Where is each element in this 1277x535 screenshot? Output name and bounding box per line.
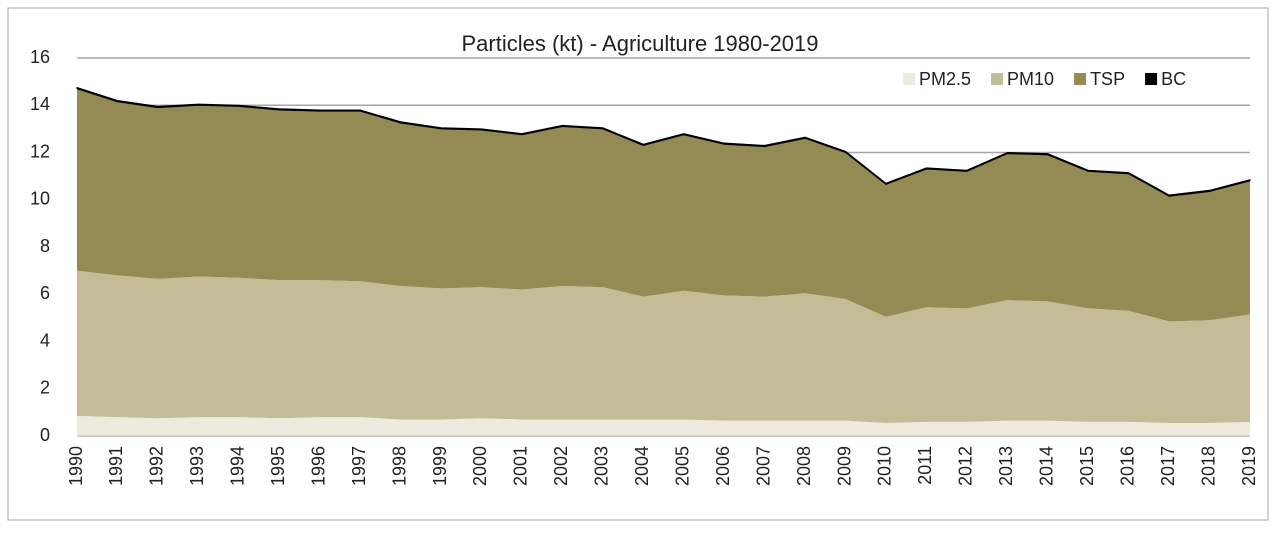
y-tick-label: 6 (40, 283, 50, 303)
area (77, 88, 1250, 322)
x-tick-label: 1993 (187, 446, 207, 486)
x-tick-label: 2005 (672, 446, 692, 486)
chart-title: Particles (kt) - Agriculture 1980-2019 (461, 31, 818, 56)
x-tick-label: 2017 (1158, 446, 1178, 486)
x-tick-label: 1999 (430, 446, 450, 486)
x-tick-label: 1997 (349, 446, 369, 486)
x-tick-label: 2008 (794, 446, 814, 486)
x-tick-label: 2019 (1239, 446, 1259, 486)
x-tick-label: 2002 (551, 446, 571, 486)
x-tick-label: 2016 (1117, 446, 1137, 486)
y-tick-label: 0 (40, 425, 50, 445)
x-tick-label: 1990 (66, 446, 86, 486)
x-tick-label: 1994 (228, 446, 248, 486)
legend-label: BC (1161, 69, 1186, 89)
x-tick-label: 1992 (147, 446, 167, 486)
x-tick-label: 2003 (592, 446, 612, 486)
x-tick-label: 2018 (1198, 446, 1218, 486)
legend-swatch (991, 73, 1004, 85)
x-tick-label: 2011 (915, 446, 935, 485)
x-tick-label: 2007 (753, 446, 773, 486)
x-tick-label: 2006 (713, 446, 733, 486)
x-tick-label: 1995 (268, 446, 288, 486)
x-tick-label: 2010 (875, 446, 895, 486)
legend-label: PM10 (1007, 69, 1054, 89)
y-tick-label: 8 (40, 236, 50, 256)
x-tick-label: 1996 (308, 446, 328, 486)
y-tick-label: 10 (30, 189, 50, 209)
legend-swatch (1145, 73, 1158, 85)
legend-swatch (1074, 73, 1087, 85)
y-tick-label: 12 (30, 141, 50, 161)
x-tick-label: 2001 (511, 446, 531, 486)
y-tick-label: 4 (40, 330, 50, 350)
x-tick-label: 2014 (1037, 446, 1057, 486)
x-tick-label: 2015 (1077, 446, 1097, 486)
legend-label: TSP (1090, 69, 1125, 89)
x-tick-label: 1991 (106, 446, 126, 486)
y-tick-label: 14 (30, 94, 50, 114)
legend-label: PM2.5 (919, 69, 971, 89)
area (76, 86, 1251, 197)
area (77, 270, 1250, 424)
x-tick-label: 2004 (632, 446, 652, 486)
legend-swatch (903, 73, 915, 85)
x-tick-label: 2009 (834, 446, 854, 486)
x-tick-label: 2000 (470, 446, 490, 486)
y-tick-label: 2 (40, 378, 50, 398)
x-tick-label: 2012 (956, 446, 976, 486)
x-tick-label: 1998 (389, 446, 409, 486)
y-tick-label: 16 (30, 47, 50, 67)
x-tick-label: 2013 (996, 446, 1016, 486)
area (77, 415, 1250, 436)
